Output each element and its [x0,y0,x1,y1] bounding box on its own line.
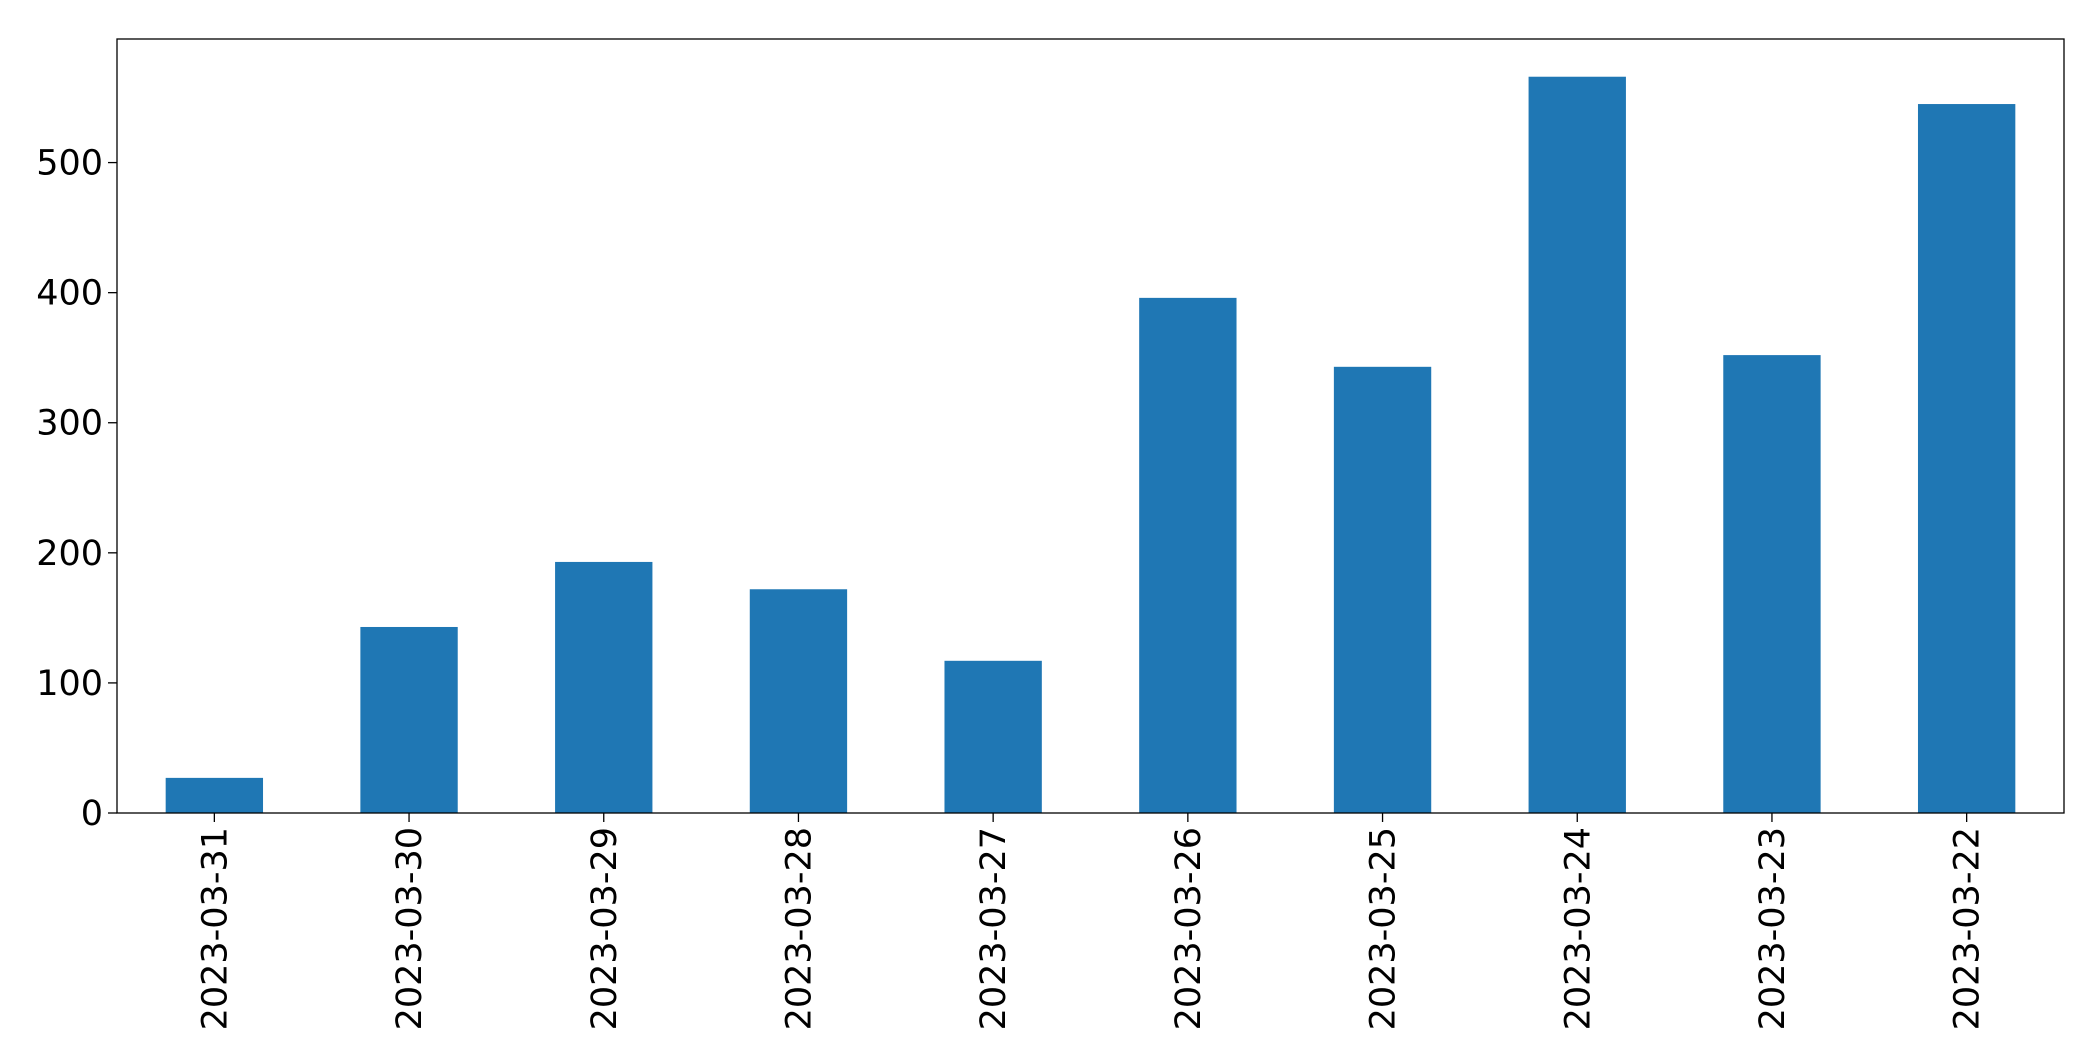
x-tick-label: 2023-03-29 [585,827,625,1030]
y-tick-label: 300 [36,404,103,444]
y-tick-label: 100 [36,664,103,704]
bar [555,561,653,813]
x-tick-label: 2023-03-22 [1948,827,1988,1030]
x-tick-label: 2023-03-30 [390,827,430,1030]
y-tick-label: 0 [81,794,103,834]
plot-frame [116,38,2065,814]
x-tick-label: 2023-03-28 [779,827,819,1030]
x-tick-label: 2023-03-31 [195,827,235,1030]
x-tick-label: 2023-03-24 [1558,827,1598,1030]
x-tick-label: 2023-03-25 [1364,827,1404,1030]
bar [749,589,848,813]
bar [165,777,264,813]
bar [944,660,1042,813]
x-tick-label: 2023-03-27 [974,827,1014,1030]
y-tick-label: 200 [36,534,103,574]
x-tick-label: 2023-03-26 [1169,827,1209,1030]
bar [1723,355,1821,813]
bar [360,626,458,813]
x-tick-label: 2023-03-23 [1753,827,1793,1030]
bar [1528,76,1626,814]
bar [1917,104,2016,814]
bar [1139,297,1237,814]
y-tick-label: 400 [36,274,103,314]
y-tick-label: 500 [36,144,103,184]
bar [1333,366,1432,813]
